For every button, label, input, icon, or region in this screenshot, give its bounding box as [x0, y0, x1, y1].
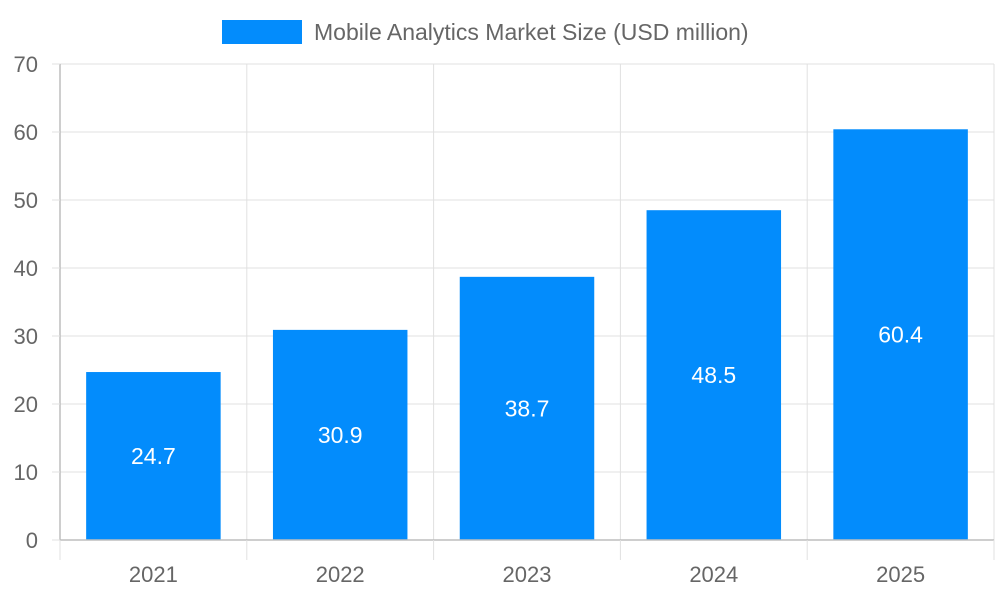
y-tick-label: 10 [14, 460, 38, 485]
y-tick-label: 0 [26, 528, 38, 553]
bar-2022[interactable] [272, 329, 408, 540]
y-tick-label: 50 [14, 188, 38, 213]
bar-2025[interactable] [833, 129, 968, 540]
x-tick-label: 2021 [129, 562, 178, 587]
x-tick-label: 2025 [876, 562, 925, 587]
bars [86, 129, 968, 540]
legend-swatch [222, 20, 302, 44]
bar-2021[interactable] [86, 372, 221, 540]
bar-value-label: 60.4 [878, 322, 923, 348]
y-axis-ticks: 0 10 20 30 40 50 60 70 [14, 52, 60, 553]
y-tick-label: 30 [14, 324, 38, 349]
x-tick-label: 2024 [689, 562, 738, 587]
legend[interactable]: Mobile Analytics Market Size (USD millio… [222, 19, 749, 45]
y-tick-label: 70 [14, 52, 38, 77]
axes [59, 64, 994, 541]
bar-2023[interactable] [459, 276, 595, 540]
y-tick-label: 20 [14, 392, 38, 417]
x-tick-label: 2023 [503, 562, 552, 587]
bar-value-label: 24.7 [131, 443, 176, 469]
bar-value-label: 38.7 [505, 395, 550, 421]
x-tick-label: 2022 [316, 562, 365, 587]
bar-value-label: 30.9 [318, 422, 363, 448]
legend-label: Mobile Analytics Market Size (USD millio… [314, 19, 749, 45]
bar-data-labels: 24.7 30.9 38.7 48.5 60.4 [131, 322, 923, 469]
bar-2024[interactable] [646, 210, 782, 540]
bar-value-label: 48.5 [691, 362, 736, 388]
x-axis-ticks: 2021 2022 2023 2024 2025 [59, 540, 995, 587]
y-tick-label: 40 [14, 256, 38, 281]
y-tick-label: 60 [14, 120, 38, 145]
